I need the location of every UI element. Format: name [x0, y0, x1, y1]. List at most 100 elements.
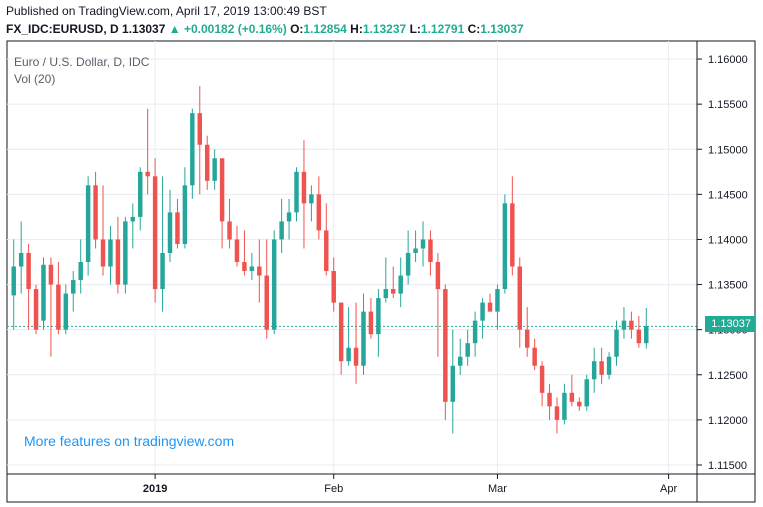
- candle: [167, 189, 173, 263]
- candle-body: [63, 293, 69, 330]
- candle-body: [18, 252, 24, 267]
- candle: [152, 158, 158, 303]
- candle-body: [584, 379, 589, 407]
- candle: [11, 239, 16, 330]
- candle-body: [242, 262, 247, 272]
- candle-body: [338, 302, 344, 362]
- candle: [212, 149, 217, 190]
- candle-body: [264, 275, 269, 330]
- candle: [391, 266, 396, 299]
- candle-body: [197, 113, 202, 145]
- candle: [606, 352, 612, 380]
- candle: [584, 374, 589, 411]
- y-tick-label: 1.14500: [708, 189, 748, 201]
- candle-body: [591, 361, 597, 380]
- candle: [562, 383, 567, 425]
- y-tick-label: 1.16000: [708, 54, 748, 66]
- close-value: 1.13037: [480, 22, 524, 36]
- candle-body: [26, 252, 31, 290]
- candle: [495, 284, 500, 330]
- candle-body: [100, 239, 106, 267]
- candle: [26, 243, 31, 330]
- low-label: L:: [409, 22, 421, 36]
- candle: [56, 262, 61, 335]
- candle: [324, 203, 329, 276]
- candle: [242, 230, 247, 276]
- candle-body: [41, 264, 46, 321]
- more-features-link[interactable]: More features on tradingview.com: [24, 433, 235, 449]
- candle: [487, 293, 493, 312]
- candle-body: [227, 221, 232, 240]
- candle-body: [413, 248, 418, 253]
- candle: [257, 239, 262, 303]
- candle-body: [443, 289, 448, 402]
- candle-body: [71, 280, 76, 294]
- candle: [294, 167, 299, 222]
- candle-body: [167, 212, 173, 253]
- candle: [204, 135, 210, 190]
- candle: [316, 176, 322, 240]
- x-tick-label: Apr: [660, 483, 677, 495]
- candle: [539, 361, 545, 407]
- candle-body: [361, 311, 366, 366]
- candle: [435, 252, 441, 357]
- plot-area-border: [6, 40, 756, 503]
- candle: [532, 338, 537, 371]
- candle-body: [629, 320, 634, 330]
- candle-body: [562, 392, 567, 420]
- y-tick-label: 1.11500: [708, 460, 747, 472]
- candle-body: [219, 158, 225, 222]
- candle-body: [130, 216, 136, 222]
- candle-body: [33, 289, 39, 330]
- candle: [108, 225, 113, 285]
- y-tick-label: 1.12500: [708, 370, 748, 382]
- candle: [405, 230, 411, 285]
- y-tick-label: 1.12000: [708, 415, 748, 427]
- candle: [413, 230, 418, 263]
- candle-body: [286, 212, 292, 222]
- candle-body: [331, 271, 336, 303]
- candle: [160, 176, 165, 312]
- candle: [577, 397, 582, 411]
- candle: [309, 185, 314, 222]
- candle-body: [190, 113, 195, 186]
- candle-body: [309, 194, 314, 204]
- last-price-tag: 1.13037: [705, 316, 755, 332]
- candle-body: [569, 392, 575, 402]
- candle-body: [48, 264, 54, 285]
- candle: [420, 221, 426, 267]
- candle: [443, 284, 448, 420]
- candle-body: [532, 347, 537, 366]
- y-tick-label: 1.15500: [708, 99, 748, 111]
- candle-body: [644, 326, 649, 344]
- candle-body: [376, 298, 381, 335]
- candle-body: [78, 262, 83, 281]
- candle-body: [502, 203, 508, 290]
- candle-body: [212, 158, 217, 181]
- candle-body: [160, 252, 165, 290]
- symbol-label: FX_IDC:EURUSD, D: [6, 22, 119, 36]
- candle: [123, 216, 128, 294]
- candle-body: [614, 329, 619, 357]
- candle: [115, 216, 121, 294]
- x-tick-label: 2019: [143, 483, 167, 495]
- candle-body: [621, 320, 627, 330]
- candle-body: [249, 266, 255, 272]
- candle: [197, 86, 202, 195]
- candle-body: [554, 406, 560, 420]
- high-value: 1.13237: [362, 22, 407, 36]
- candle: [33, 284, 39, 335]
- candle-body: [599, 361, 604, 375]
- candle: [636, 316, 642, 348]
- candle-body: [368, 311, 374, 335]
- candle: [458, 338, 463, 375]
- candle: [510, 176, 515, 276]
- candle: [85, 176, 91, 276]
- candle-body: [175, 212, 180, 244]
- open-label: O:: [290, 22, 304, 36]
- candle-body: [465, 343, 470, 357]
- candle-body: [435, 262, 441, 290]
- candle-body: [353, 347, 359, 366]
- candle: [41, 257, 46, 330]
